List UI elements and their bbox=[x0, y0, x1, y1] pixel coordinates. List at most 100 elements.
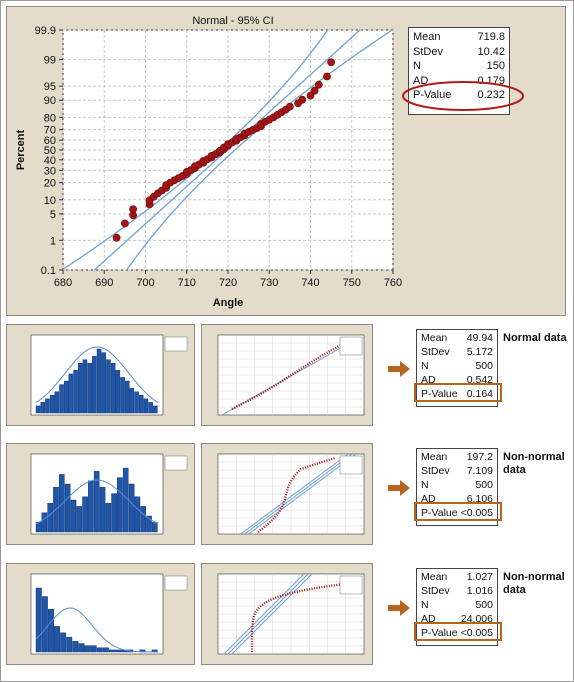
x-tick-label: 680 bbox=[54, 277, 72, 289]
mini-fit-line bbox=[247, 454, 357, 534]
probability-panel bbox=[201, 324, 373, 426]
histogram-panel bbox=[6, 443, 195, 545]
stat-value: 1.027 bbox=[466, 571, 493, 583]
histogram-bar bbox=[84, 645, 91, 653]
histogram-bar bbox=[93, 471, 100, 533]
p-value-highlight-box bbox=[414, 383, 502, 402]
x-tick-label: 710 bbox=[178, 277, 196, 289]
p-value-highlight-box bbox=[414, 502, 502, 521]
histogram-bar bbox=[64, 483, 71, 533]
stat-key: StDev bbox=[421, 346, 450, 358]
y-tick-label: 10 bbox=[44, 195, 56, 207]
main-stats-box: Mean 719.8 StDev 10.42 N 150 AD 0.179 P-Value 0.2… bbox=[408, 27, 510, 115]
x-axis-label: Angle bbox=[213, 297, 244, 309]
histogram-bar bbox=[90, 645, 97, 653]
stat-value: 10.42 bbox=[477, 45, 505, 58]
histogram-bar bbox=[66, 636, 73, 653]
histogram-bar bbox=[153, 405, 158, 414]
histogram-bar bbox=[60, 632, 67, 653]
stat-row: StDev 10.42 bbox=[413, 46, 505, 59]
stat-key: Mean bbox=[413, 31, 441, 43]
y-tick-label: 5 bbox=[50, 209, 56, 221]
mini-stats-box bbox=[339, 575, 363, 595]
probability-panel bbox=[201, 563, 373, 665]
histogram-bar bbox=[128, 483, 135, 533]
histogram-bar bbox=[40, 402, 46, 414]
data-points bbox=[112, 58, 335, 242]
x-axis-ticks: 680 690 700 710 720 730 740 750 760 bbox=[54, 270, 402, 289]
fitted-curve bbox=[35, 479, 159, 525]
stat-row: P-Value <0.005 bbox=[421, 507, 493, 520]
stat-value: 197.2 bbox=[466, 451, 493, 463]
histogram-bar bbox=[134, 391, 139, 414]
stat-value: <0.005 bbox=[460, 627, 493, 639]
stat-row: P-Value <0.005 bbox=[421, 627, 493, 640]
stat-row: N 500 bbox=[421, 599, 493, 612]
stats-box: Mean 1.027 StDev 1.016 N 500 AD 24.006 P-Value <0… bbox=[416, 568, 498, 646]
histogram-bar bbox=[88, 480, 94, 533]
stat-value: 5.172 bbox=[466, 346, 493, 358]
histogram-bar bbox=[96, 647, 103, 653]
stat-value: 500 bbox=[475, 479, 493, 491]
stat-value: 1.016 bbox=[466, 585, 493, 597]
mini-fit-line bbox=[231, 574, 313, 654]
mini-stats-box bbox=[339, 336, 363, 356]
p-value-highlight bbox=[402, 81, 524, 111]
stat-value: 49.94 bbox=[466, 332, 493, 344]
x-tick-label: 760 bbox=[384, 277, 402, 289]
stat-value: <0.005 bbox=[460, 507, 493, 519]
y-tick-label: 0.1 bbox=[41, 265, 56, 277]
histogram-bar bbox=[143, 398, 149, 414]
y-tick-label: 80 bbox=[44, 112, 56, 124]
histogram-panel bbox=[6, 563, 195, 665]
histogram-bar bbox=[54, 391, 60, 414]
x-tick-label: 750 bbox=[343, 277, 361, 289]
main-chart-title: Normal - 95% CI bbox=[192, 15, 273, 27]
stat-key: P-Value bbox=[421, 388, 458, 400]
stat-key: N bbox=[421, 479, 429, 491]
x-tick-label: 720 bbox=[219, 277, 237, 289]
histogram-bar bbox=[102, 647, 109, 653]
histogram-bar bbox=[73, 370, 78, 414]
y-tick-label: 60 bbox=[44, 135, 56, 147]
stat-key: P-Value bbox=[413, 89, 452, 101]
row-label: Non-normal data bbox=[503, 571, 565, 596]
p-value-highlight-box bbox=[414, 622, 502, 641]
stat-key: StDev bbox=[421, 465, 450, 477]
stat-key: P-Value bbox=[421, 507, 458, 519]
histogram-bar bbox=[82, 359, 88, 414]
stat-value: 500 bbox=[475, 599, 493, 611]
y-tick-label: 1 bbox=[50, 235, 56, 247]
histogram-bar bbox=[101, 352, 106, 414]
histogram-bar bbox=[148, 402, 153, 414]
data-point bbox=[285, 102, 294, 111]
mini-fit-lines bbox=[221, 336, 361, 415]
stat-row: P-Value 0.232 bbox=[413, 89, 505, 102]
stat-value: 0.232 bbox=[477, 89, 505, 101]
stat-row: StDev 7.109 bbox=[421, 465, 493, 478]
y-tick-label: 99.9 bbox=[35, 25, 56, 37]
ci-band-lower bbox=[125, 30, 393, 270]
mini-fit-line bbox=[223, 574, 305, 654]
histogram-bar bbox=[146, 515, 152, 533]
stat-row: N 500 bbox=[421, 479, 493, 492]
mini-stats-box bbox=[164, 455, 188, 471]
stat-key: StDev bbox=[413, 45, 443, 58]
stat-row: P-Value 0.164 bbox=[421, 388, 493, 401]
y-tick-label: 50 bbox=[44, 145, 56, 157]
histogram-bar bbox=[151, 522, 158, 533]
histogram-bar bbox=[99, 487, 106, 533]
x-tick-label: 690 bbox=[95, 277, 113, 289]
y-tick-label: 40 bbox=[44, 155, 56, 167]
x-tick-label: 740 bbox=[301, 277, 319, 289]
x-tick-label: 730 bbox=[260, 277, 278, 289]
fitted-curve bbox=[35, 607, 158, 653]
stat-row: Mean 197.2 bbox=[421, 451, 493, 464]
data-point bbox=[310, 86, 319, 95]
y-tick-label: 30 bbox=[44, 165, 56, 177]
stat-row: Mean 719.8 bbox=[413, 31, 505, 44]
data-point bbox=[314, 80, 323, 89]
y-tick-label: 95 bbox=[44, 81, 56, 93]
stat-row: Mean 1.027 bbox=[421, 571, 493, 584]
stat-key: N bbox=[413, 60, 421, 72]
